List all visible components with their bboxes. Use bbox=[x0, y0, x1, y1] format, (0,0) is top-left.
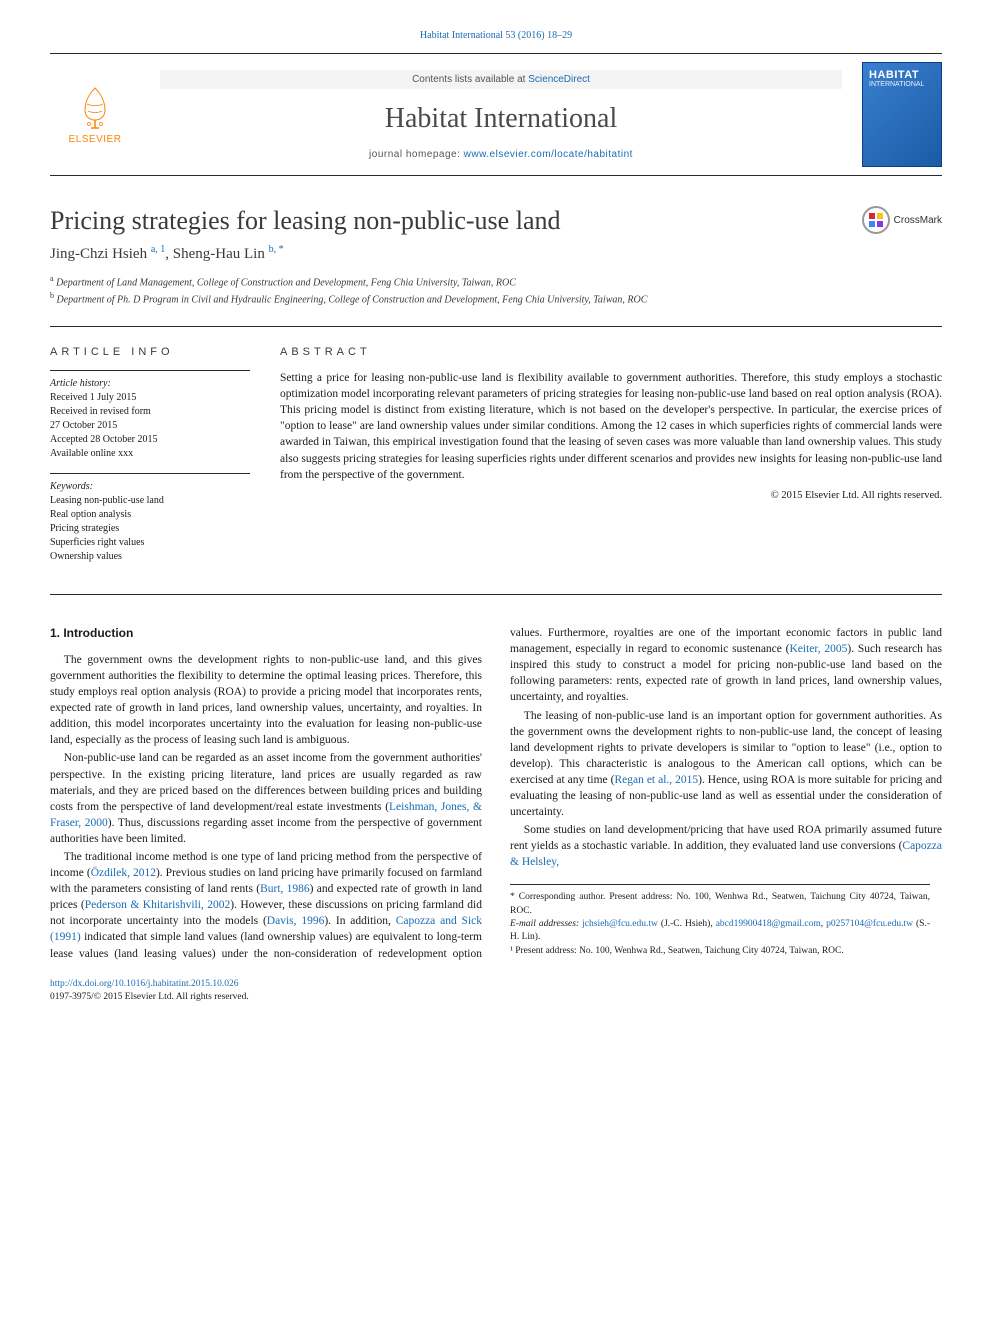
keyword: Pricing strategies bbox=[50, 522, 250, 536]
publisher-name: ELSEVIER bbox=[69, 134, 122, 145]
section-heading: 1. Introduction bbox=[50, 625, 482, 642]
email-attribution: (J.-C. Hsieh) bbox=[658, 919, 710, 929]
article-info-column: ARTICLE INFO Article history: Received 1… bbox=[50, 345, 250, 576]
journal-cover[interactable]: HABITAT INTERNATIONAL bbox=[862, 62, 942, 167]
history-line: Available online xxx bbox=[50, 447, 250, 461]
email-link[interactable]: abcd19900418@gmail.com bbox=[716, 919, 821, 929]
homepage-line: journal homepage: www.elsevier.com/locat… bbox=[140, 149, 862, 160]
keyword: Ownership values bbox=[50, 550, 250, 564]
elsevier-tree-icon bbox=[71, 84, 119, 132]
history-line: Accepted 28 October 2015 bbox=[50, 433, 250, 447]
cover-title: HABITAT bbox=[869, 69, 935, 81]
email-addresses: E-mail addresses: jchsieh@fcu.edu.tw (J.… bbox=[510, 918, 930, 945]
body-paragraph: The government owns the development righ… bbox=[50, 652, 482, 749]
article-info-heading: ARTICLE INFO bbox=[50, 345, 250, 360]
history-label: Article history: bbox=[50, 378, 111, 389]
title-row: Pricing strategies for leasing non-publi… bbox=[50, 206, 942, 236]
affiliations: a Department of Land Management, College… bbox=[50, 273, 942, 308]
keyword: Superficies right values bbox=[50, 536, 250, 550]
crossmark-icon bbox=[862, 206, 890, 234]
email-link[interactable]: jchsieh@fcu.edu.tw bbox=[582, 919, 658, 929]
sciencedirect-link[interactable]: ScienceDirect bbox=[528, 74, 590, 85]
body-paragraph: Non-public-use land can be regarded as a… bbox=[50, 750, 482, 847]
crossmark-label: CrossMark bbox=[894, 215, 942, 226]
citation-header: Habitat International 53 (2016) 18–29 bbox=[50, 30, 942, 41]
abstract-text: Setting a price for leasing non-public-u… bbox=[280, 370, 942, 483]
doi-link[interactable]: http://dx.doi.org/10.1016/j.habitatint.2… bbox=[50, 979, 239, 989]
history-line: Received in revised form bbox=[50, 405, 250, 419]
abstract-copyright: © 2015 Elsevier Ltd. All rights reserved… bbox=[280, 489, 942, 504]
contents-line: Contents lists available at ScienceDirec… bbox=[160, 70, 842, 89]
journal-header: ELSEVIER Contents lists available at Sci… bbox=[50, 53, 942, 176]
keyword: Real option analysis bbox=[50, 508, 250, 522]
article-title: Pricing strategies for leasing non-publi… bbox=[50, 206, 560, 236]
homepage-link[interactable]: www.elsevier.com/locate/habitatint bbox=[464, 149, 633, 160]
homepage-prefix: journal homepage: bbox=[369, 149, 464, 160]
info-abstract-block: ARTICLE INFO Article history: Received 1… bbox=[50, 326, 942, 595]
cover-subtitle: INTERNATIONAL bbox=[869, 81, 935, 88]
body-paragraph: The leasing of non-public-use land is an… bbox=[510, 708, 942, 821]
article-history: Article history: Received 1 July 2015Rec… bbox=[50, 370, 250, 461]
affiliation-line: b Department of Ph. D Program in Civil a… bbox=[50, 290, 942, 307]
contents-prefix: Contents lists available at bbox=[412, 74, 528, 85]
history-line: Received 1 July 2015 bbox=[50, 391, 250, 405]
publisher-logo[interactable]: ELSEVIER bbox=[50, 84, 140, 145]
affiliation-line: a Department of Land Management, College… bbox=[50, 273, 942, 290]
keywords-block: Keywords: Leasing non-public-use landRea… bbox=[50, 473, 250, 564]
header-center: Contents lists available at ScienceDirec… bbox=[140, 70, 862, 160]
keyword: Leasing non-public-use land bbox=[50, 494, 250, 508]
journal-name: Habitat International bbox=[140, 103, 862, 135]
bottom-metadata: http://dx.doi.org/10.1016/j.habitatint.2… bbox=[50, 978, 942, 1005]
corresponding-author-note: * Corresponding author. Present address:… bbox=[510, 891, 930, 918]
authors: Jing-Chzi Hsieh a, 1, Sheng-Hau Lin b, * bbox=[50, 244, 942, 263]
keywords-label: Keywords: bbox=[50, 481, 93, 492]
abstract-heading: ABSTRACT bbox=[280, 345, 942, 360]
history-line: 27 October 2015 bbox=[50, 419, 250, 433]
footnotes: * Corresponding author. Present address:… bbox=[510, 884, 930, 957]
abstract-column: ABSTRACT Setting a price for leasing non… bbox=[280, 345, 942, 576]
body-text: 1. Introduction The government owns the … bbox=[50, 625, 942, 962]
email-link[interactable]: p0257104@fcu.edu.tw bbox=[826, 919, 913, 929]
present-address-note: ¹ Present address: No. 100, Wenhwa Rd., … bbox=[510, 945, 930, 958]
crossmark-widget[interactable]: CrossMark bbox=[862, 206, 942, 234]
issn-copyright: 0197-3975/© 2015 Elsevier Ltd. All right… bbox=[50, 992, 249, 1002]
citation-text[interactable]: Habitat International 53 (2016) 18–29 bbox=[420, 30, 572, 41]
email-label: E-mail addresses: bbox=[510, 919, 582, 929]
body-paragraph: Some studies on land development/pricing… bbox=[510, 822, 942, 870]
